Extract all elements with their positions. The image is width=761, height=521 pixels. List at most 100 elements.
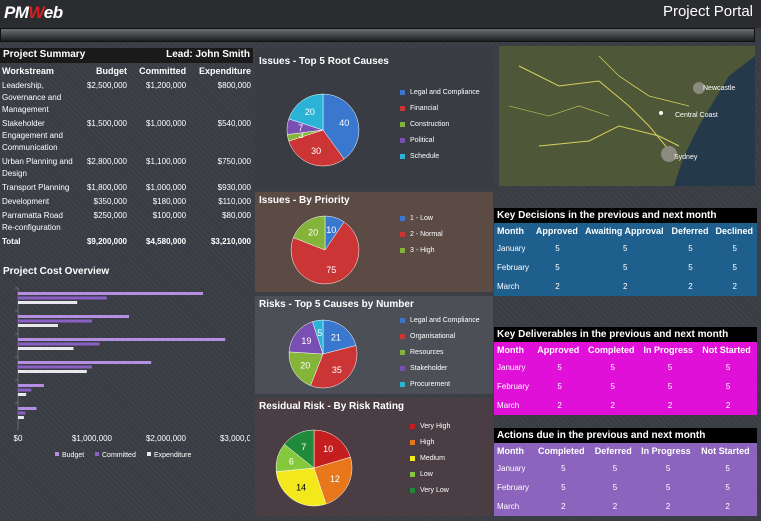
table-cell: $1,500,000 <box>86 119 128 128</box>
legend-label: Organisational <box>410 332 456 340</box>
legend-swatch <box>55 452 59 456</box>
legend-label: Expenditure <box>154 452 191 459</box>
table-cell: 5 <box>725 363 731 372</box>
table-cell: $4,580,000 <box>146 237 187 246</box>
table-row: February 5 5 5 5 <box>494 377 757 396</box>
table-cell: $350,000 <box>93 197 128 206</box>
table-cell: 2 <box>725 401 731 410</box>
table-row: Transport Planning $1,800,000 $1,000,000 $9… <box>0 181 253 195</box>
legend-entry: 2 - Normal <box>400 226 443 242</box>
project-summary-header: Project Summary Lead: John Smith <box>0 48 253 63</box>
column-header: Approved <box>535 226 578 236</box>
table-cell: 5 <box>665 464 671 473</box>
table-cell: $2,800,000 <box>86 157 128 166</box>
legend-label: Low <box>420 470 433 478</box>
pie-value-label: 10 <box>326 225 336 235</box>
table-cell: 5 <box>732 244 737 253</box>
legend-label: 2 - Normal <box>410 230 443 238</box>
pie-value-label: 5 <box>317 328 322 338</box>
table-cell: $1,000,000 <box>146 119 187 128</box>
legend-swatch <box>410 455 415 461</box>
pie-value-label: 30 <box>311 146 321 156</box>
legend-label: Very Low <box>420 486 449 494</box>
map-label-newcastle: Newcastle <box>703 85 735 92</box>
legend-swatch <box>400 247 405 253</box>
pie-slice <box>322 319 357 355</box>
legend-swatch <box>400 121 405 127</box>
pie-slice <box>275 467 327 507</box>
table-cell: 2 <box>623 282 628 291</box>
table-cell: $1,100,000 <box>146 157 187 166</box>
legend-label: Political <box>410 136 435 144</box>
table-cell: Urban Planning and Design <box>2 157 73 178</box>
column-header: Month <box>497 345 524 355</box>
table-row: Urban Planning and Design $2,800,000 $1,10… <box>0 155 253 181</box>
table-cell: January <box>497 244 526 253</box>
table-cell: 2 <box>612 502 618 511</box>
table-row: January 5 5 5 5 <box>494 358 757 377</box>
legend-swatch <box>400 381 405 387</box>
legend-label: 3 - High <box>410 246 435 254</box>
risks-causes-panel: Risks - Top 5 Causes by Number 21 35 20 19 5… <box>255 296 493 394</box>
table-cell: $750,000 <box>217 157 251 166</box>
column-header: Month <box>497 226 524 236</box>
legend-entry: Legal and Compliance <box>400 312 480 328</box>
bar-expenditure <box>18 347 74 350</box>
legend-label: Budget <box>62 452 84 459</box>
table-cell: January <box>497 363 526 372</box>
bar-budget <box>18 338 226 341</box>
legend-entry: Stakeholder <box>400 360 480 376</box>
pie-value-label: 20 <box>300 360 310 370</box>
pie-slice <box>288 129 345 167</box>
column-header: Not Started <box>701 446 750 456</box>
column-header: In Progress <box>641 446 691 456</box>
pie-slice <box>290 221 360 285</box>
table-header-row: Month Completed Deferred In Progress Not Sta… <box>494 443 757 459</box>
x-tick-label: $2,000,000 <box>146 434 187 443</box>
pie-slice <box>288 93 324 131</box>
table-cell: 5 <box>557 363 562 372</box>
table-cell: 2 <box>557 401 562 410</box>
key-decisions-title: Key Decisions in the previous and next m… <box>494 208 757 223</box>
column-header: Awaiting Approval <box>585 226 664 236</box>
column-header: Not Started <box>702 345 751 355</box>
table-cell: 2 <box>610 401 615 410</box>
actions-due-title: Actions due in the previous and next mon… <box>494 428 757 443</box>
project-summary-title: Project Summary <box>3 49 86 60</box>
legend-swatch <box>400 365 405 371</box>
pie-slice <box>322 93 360 160</box>
legend-entry: Political <box>400 132 480 148</box>
legend-label: Financial <box>410 104 439 112</box>
table-cell: $930,000 <box>217 183 251 192</box>
column-header: Approved <box>537 345 580 355</box>
table-cell: 5 <box>667 363 673 372</box>
toolbar-strip <box>0 28 755 42</box>
pie-slice <box>313 456 353 505</box>
legend-entry: Legal and Compliance <box>400 84 480 100</box>
table-cell: Leadership, Governance and Management <box>2 81 62 114</box>
column-header: Completed <box>588 345 635 355</box>
project-location-map[interactable]: Newcastle Central Coast Sydney <box>499 46 755 186</box>
pie-slice <box>313 429 351 469</box>
legend-label: Very High <box>420 422 451 430</box>
issues-root-legend: Legal and Compliance Financial Constructio… <box>400 84 480 164</box>
pie-value-label: 20 <box>308 228 318 238</box>
issues-priority-legend: 1 - Low 2 - Normal 3 - High <box>400 210 443 258</box>
issues-priority-title: Issues - By Priority <box>259 195 350 206</box>
table-row: March 2 2 2 2 <box>494 396 757 415</box>
risks-causes-pie: 21 35 20 19 5 <box>288 319 358 389</box>
x-tick-label: $3,000,000 <box>220 434 250 443</box>
pie-value-label: 6 <box>289 456 294 466</box>
pie-value-label: 35 <box>332 365 342 375</box>
table-cell: 5 <box>688 263 693 272</box>
x-tick-label: $1,000,000 <box>72 434 113 443</box>
table-row: Stakeholder Engagement and Communication… <box>0 117 253 155</box>
legend-entry: Very High <box>410 418 450 434</box>
cost-overview-chart: $0 $1,000,000 $2,000,000 $3,000,000 Budget Co… <box>14 287 250 459</box>
legend-swatch <box>400 105 405 111</box>
issues-priority-panel: Issues - By Priority 10 75 20 1 - Low 2 - N… <box>255 192 493 292</box>
legend-swatch <box>400 137 405 143</box>
pmweb-logo[interactable]: PMWeb <box>4 3 63 22</box>
table-cell: Total <box>2 237 21 246</box>
table-cell: 5 <box>555 263 560 272</box>
